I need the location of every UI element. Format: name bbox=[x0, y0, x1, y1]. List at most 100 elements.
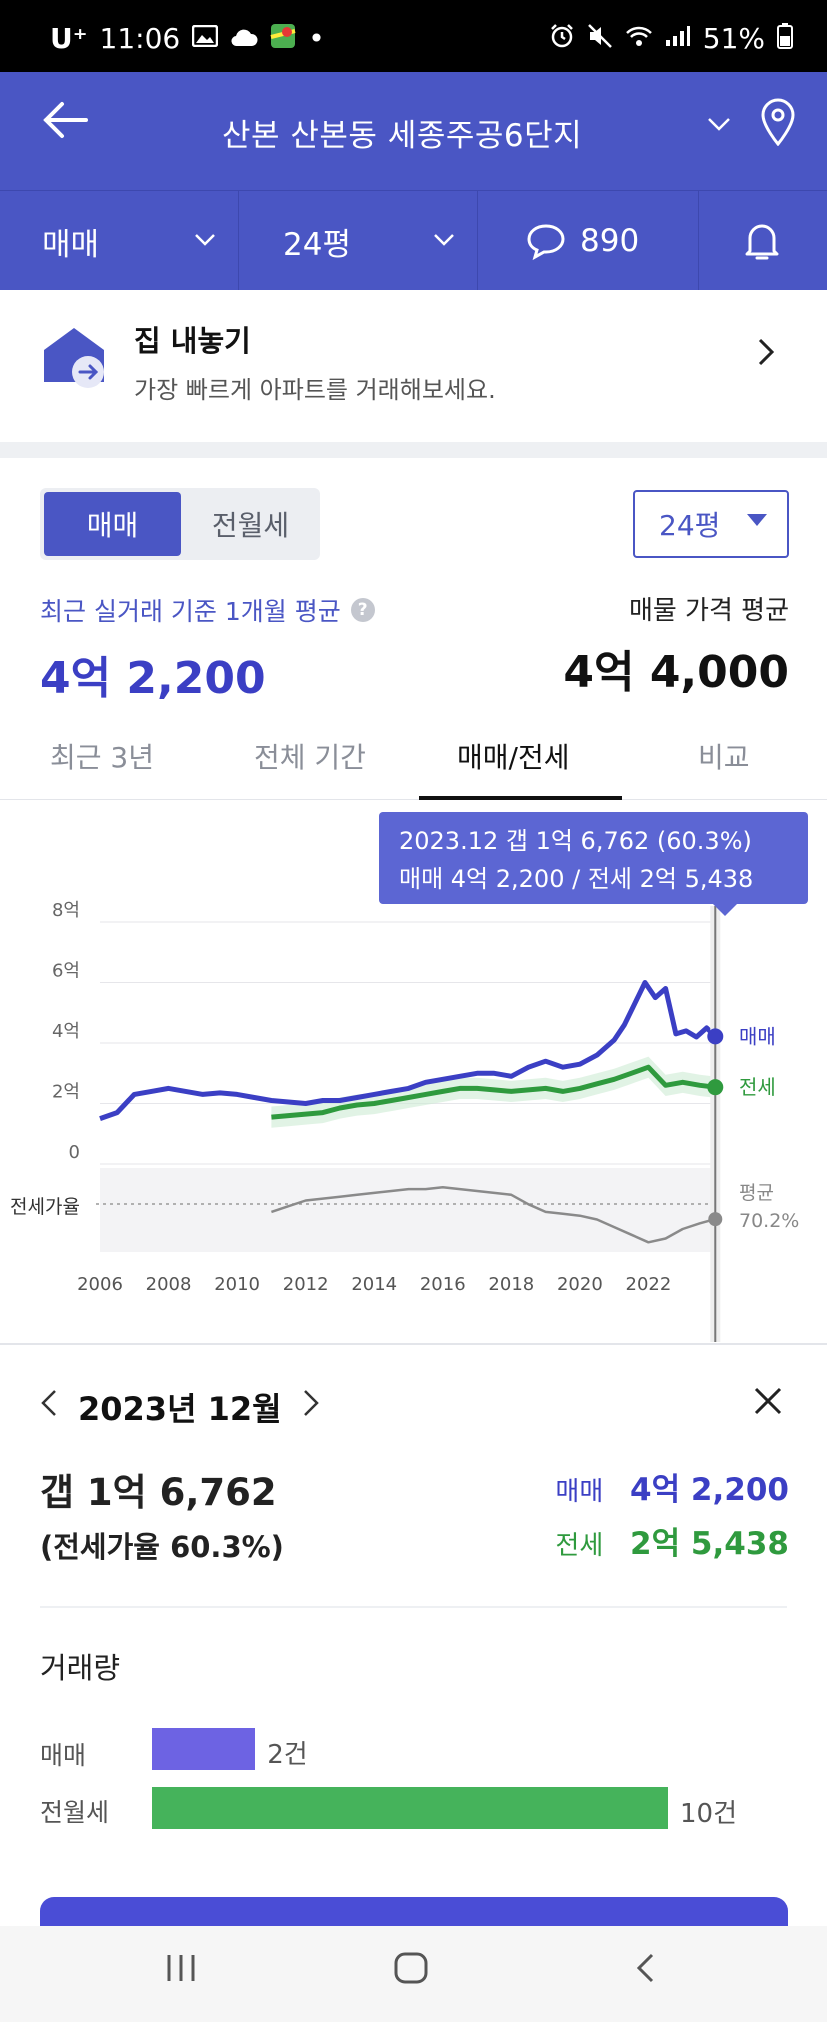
location-pin-icon[interactable] bbox=[760, 98, 796, 150]
x-tick-label: 2008 bbox=[146, 1274, 192, 1295]
clock: 11:06 bbox=[99, 22, 181, 55]
chart-tooltip: 2023.12 갭 1억 6,762 (60.3%) 매매 4억 2,200 /… bbox=[379, 812, 808, 916]
segment-rent[interactable]: 전월세 bbox=[211, 509, 290, 542]
listing-avg-value: 4억 4,000 bbox=[563, 647, 789, 698]
y-tick-label: 4억 bbox=[52, 1021, 80, 1042]
gallery-icon bbox=[191, 24, 219, 53]
jeonse-end-label: 전세 bbox=[739, 1075, 776, 1099]
listing-avg-label: 매물 가격 평균 bbox=[628, 596, 789, 626]
notification-button[interactable] bbox=[744, 191, 794, 291]
wifi-icon bbox=[625, 25, 653, 53]
tab-compare[interactable]: 비교 bbox=[698, 741, 750, 774]
y-tick-label: 2억 bbox=[52, 1082, 80, 1103]
tooltip-line2: 매매 4억 2,200 / 전세 2억 5,438 bbox=[399, 865, 754, 893]
recents-icon[interactable] bbox=[164, 1952, 198, 1992]
x-tick-label: 2010 bbox=[214, 1274, 260, 1295]
caret-down-icon bbox=[747, 514, 767, 526]
active-tab-indicator bbox=[419, 796, 622, 800]
divider bbox=[477, 191, 478, 291]
series-line-sale bbox=[99, 980, 718, 1121]
banner-title: 집 내놓기 bbox=[134, 324, 251, 358]
x-tick-label: 2012 bbox=[283, 1274, 329, 1295]
chart-tabs: 최근 3년 전체 기간 매매/전세 비교 bbox=[0, 722, 827, 800]
help-icon[interactable]: ? bbox=[350, 598, 375, 622]
ratio-band bbox=[100, 1168, 717, 1252]
back-icon[interactable] bbox=[634, 1952, 656, 1993]
signal-icon bbox=[665, 25, 691, 53]
comments-button[interactable]: 890 bbox=[526, 191, 676, 291]
tab-all-period[interactable]: 전체 기간 bbox=[254, 741, 366, 774]
ratio-end-name: 평균 bbox=[739, 1182, 774, 1204]
x-tick-label: 2018 bbox=[488, 1274, 534, 1295]
series-line-ratio bbox=[271, 1185, 716, 1244]
detail-sale-value: 4억 2,200 bbox=[630, 1472, 789, 1508]
tab-sale-jeonse[interactable]: 매매/전세 bbox=[457, 741, 570, 774]
comment-count: 890 bbox=[580, 223, 640, 259]
recent-avg-value: 4억 2,200 bbox=[40, 653, 266, 704]
jeonse-ratio: (전세가율 60.3%) bbox=[40, 1530, 284, 1564]
home-icon[interactable] bbox=[394, 1952, 428, 1993]
list-my-home-banner[interactable]: 집 내놓기 가장 빠르게 아파트를 거래해보세요. bbox=[0, 290, 827, 440]
complex-title[interactable]: 산본 산본동 세종주공6단지 bbox=[222, 118, 583, 154]
battery-percent: 51% bbox=[702, 22, 765, 55]
size-select[interactable]: 24평 bbox=[633, 490, 789, 558]
y-tick-label: 0 bbox=[69, 1142, 80, 1163]
x-tick-label: 2022 bbox=[626, 1274, 672, 1295]
size-dropdown[interactable]: 24평 bbox=[283, 191, 463, 291]
deal-type-label: 매매 bbox=[42, 226, 100, 263]
series-line-jeonse bbox=[271, 1064, 716, 1120]
chevron-down-icon bbox=[195, 234, 215, 246]
month-navigator: 2023년 12월 bbox=[40, 1384, 320, 1430]
gap-amount: 갭 1억 6,762 bbox=[40, 1471, 277, 1514]
banner-subtitle: 가장 빠르게 아파트를 거래해보세요. bbox=[134, 376, 496, 404]
deal-segment-control: 매매 전월세 bbox=[40, 488, 320, 560]
segment-sale[interactable]: 매매 bbox=[44, 492, 181, 556]
y-tick-label: 8억 bbox=[52, 900, 80, 921]
house-upload-icon bbox=[44, 328, 104, 388]
tooltip-pointer bbox=[713, 904, 737, 916]
recent-avg-label-row: 최근 실거래 기준 1개월 평균 ? bbox=[40, 592, 375, 628]
alarm-icon bbox=[549, 23, 575, 55]
chevron-down-icon[interactable] bbox=[707, 110, 731, 138]
section-divider bbox=[0, 442, 827, 458]
ratio-end-point bbox=[708, 1212, 723, 1227]
section-divider bbox=[0, 1343, 827, 1345]
tab-recent-3y[interactable]: 최근 3년 bbox=[50, 741, 154, 774]
deal-type-dropdown[interactable]: 매매 bbox=[42, 191, 222, 291]
tooltip-line1: 2023.12 갭 1억 6,762 (60.3%) bbox=[399, 827, 752, 855]
detail-jeonse-label: 전세 bbox=[555, 1531, 604, 1561]
volume-title: 거래량 bbox=[40, 1651, 121, 1685]
y-tick-label: 6억 bbox=[52, 961, 80, 982]
cloud-icon bbox=[230, 25, 258, 53]
mute-icon bbox=[587, 23, 613, 55]
volume-rent-count: 10건 bbox=[680, 1799, 738, 1829]
volume-sale-label: 매매 bbox=[40, 1741, 87, 1770]
selected-month: 2023년 12월 bbox=[78, 1390, 282, 1428]
sale-end-point bbox=[707, 1028, 724, 1045]
ratio-axis-label: 전세가율 bbox=[10, 1196, 80, 1218]
app-bar: 산본 산본동 세종주공6단지 bbox=[0, 72, 827, 190]
divider bbox=[698, 191, 699, 291]
sale-end-label: 매매 bbox=[739, 1024, 776, 1048]
close-icon[interactable] bbox=[753, 1380, 783, 1426]
battery-icon bbox=[777, 22, 793, 55]
chevron-down-icon bbox=[434, 234, 454, 246]
volume-rent-label: 전월세 bbox=[40, 1798, 110, 1827]
carrier-label: U⁺ bbox=[50, 22, 88, 55]
filter-bar: 매매 24평 890 bbox=[0, 190, 827, 291]
volume-sale-count: 2건 bbox=[267, 1740, 308, 1770]
next-month-icon[interactable] bbox=[302, 1387, 320, 1427]
back-arrow-icon[interactable] bbox=[42, 100, 88, 151]
ratio-end-value: 70.2% bbox=[739, 1210, 799, 1232]
recent-avg-label: 최근 실거래 기준 1개월 평균 bbox=[40, 597, 341, 626]
system-nav-bar bbox=[0, 1926, 827, 2022]
prev-month-icon[interactable] bbox=[40, 1387, 58, 1427]
price-chart[interactable]: 8억 6억 4억 2억 0 전세가율 2006 2008 2010 2012 2014 2016 201… bbox=[0, 800, 827, 1345]
volume-sale-bar bbox=[152, 1728, 256, 1770]
volume-rent-bar bbox=[152, 1787, 668, 1829]
divider bbox=[40, 1606, 787, 1608]
chat-bubble-icon bbox=[527, 224, 565, 261]
x-tick-label: 2016 bbox=[420, 1274, 466, 1295]
jeonse-end-point bbox=[707, 1079, 724, 1096]
status-dot: • bbox=[308, 22, 325, 55]
